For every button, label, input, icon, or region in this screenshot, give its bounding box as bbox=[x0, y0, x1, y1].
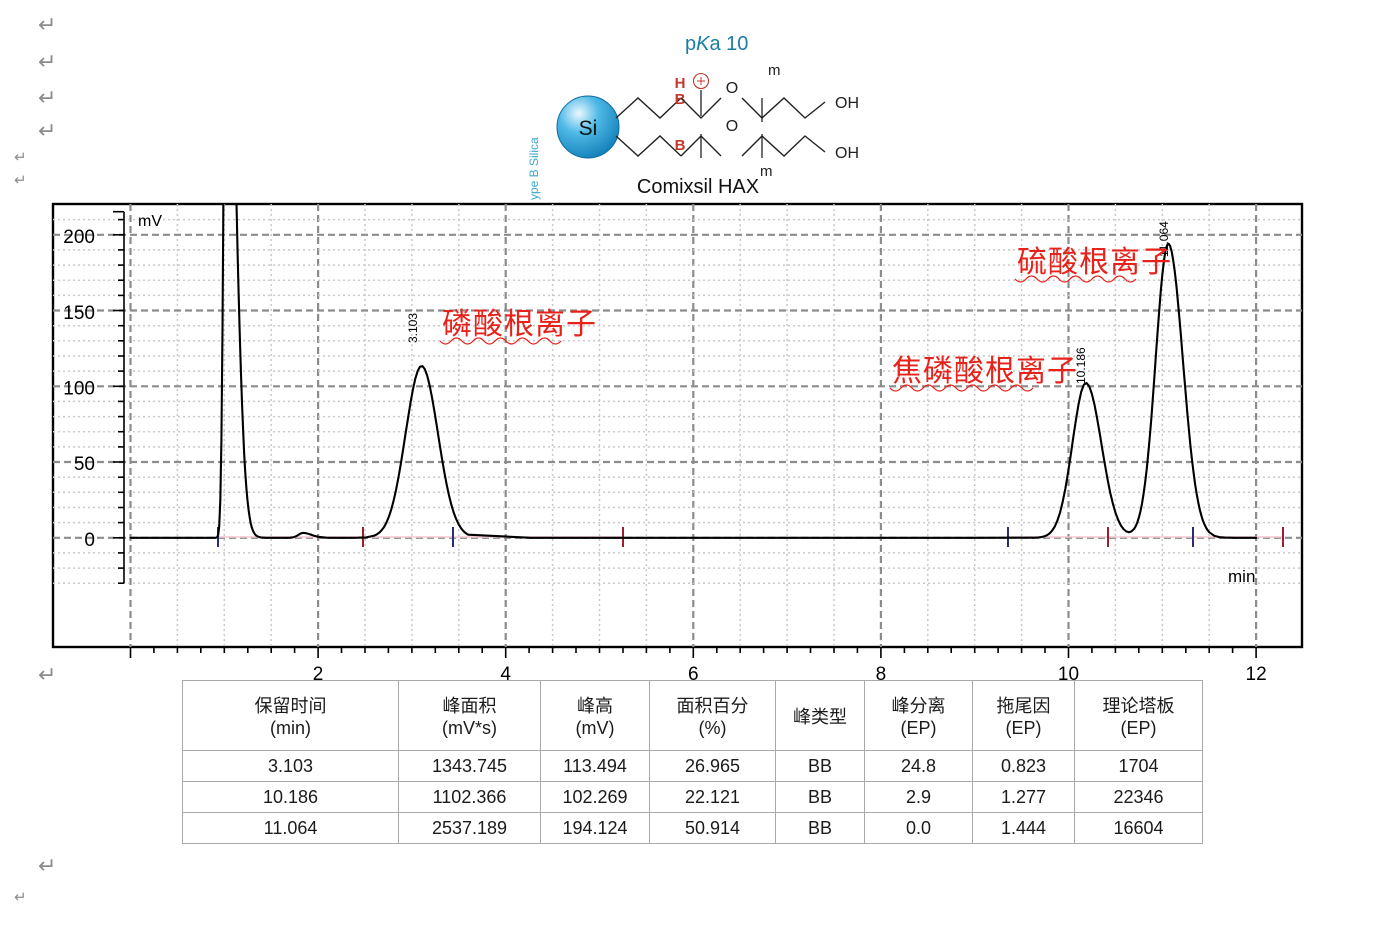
svg-text:H: H bbox=[675, 75, 686, 92]
svg-text:OH: OH bbox=[835, 95, 859, 112]
svg-text:磷酸根离子: 磷酸根离子 bbox=[442, 308, 597, 341]
svg-text:pKa 10: pKa 10 bbox=[685, 33, 748, 55]
svg-text:硫酸根离子: 硫酸根离子 bbox=[1017, 246, 1172, 279]
svg-text:焦磷酸根离子: 焦磷酸根离子 bbox=[892, 355, 1078, 388]
svg-text:m: m bbox=[768, 62, 781, 79]
svg-text:3.103: 3.103 bbox=[406, 313, 420, 343]
svg-text:B: B bbox=[675, 91, 686, 108]
svg-text:O: O bbox=[726, 80, 738, 97]
svg-text:mV: mV bbox=[138, 213, 162, 230]
svg-text:m: m bbox=[760, 163, 773, 180]
svg-text:Type B Silica: Type B Silica bbox=[527, 137, 541, 200]
svg-text:B: B bbox=[675, 137, 686, 154]
svg-text:OH: OH bbox=[835, 145, 859, 162]
svg-text:200: 200 bbox=[63, 227, 95, 248]
svg-text:100: 100 bbox=[63, 379, 95, 400]
svg-text:Si: Si bbox=[579, 117, 598, 140]
svg-text:150: 150 bbox=[63, 303, 95, 324]
svg-text:12: 12 bbox=[1246, 664, 1267, 685]
svg-text:0: 0 bbox=[84, 530, 95, 551]
svg-text:Comixsil HAX: Comixsil HAX bbox=[637, 176, 759, 198]
svg-text:50: 50 bbox=[74, 454, 95, 475]
svg-text:min: min bbox=[1228, 567, 1255, 586]
svg-text:O: O bbox=[726, 118, 738, 135]
